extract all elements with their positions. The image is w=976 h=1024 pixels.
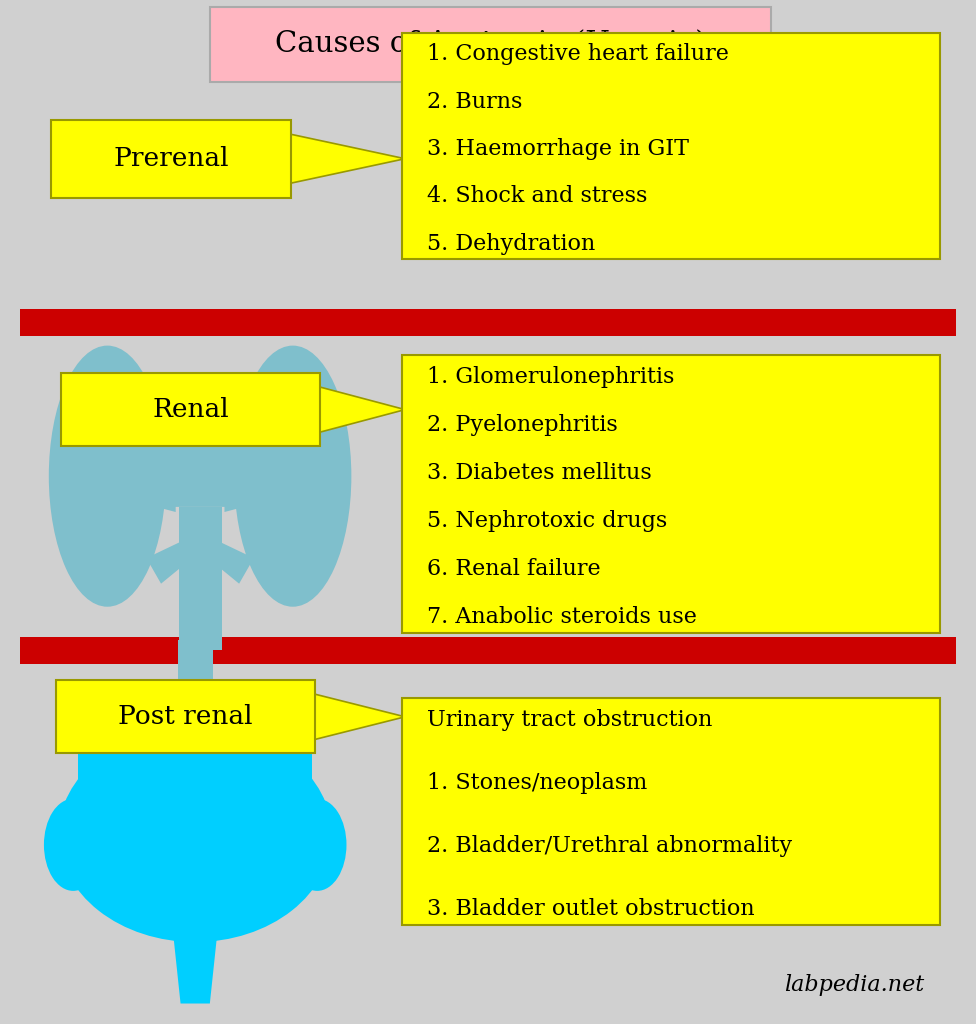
Text: Renal: Renal [152,397,228,422]
Text: 1. Glomerulonephritis: 1. Glomerulonephritis [427,366,673,388]
Polygon shape [317,386,405,433]
Ellipse shape [234,345,351,606]
Polygon shape [224,466,283,512]
Bar [178,640,213,722]
Bar [181,573,220,650]
Ellipse shape [44,799,102,891]
Text: 2. Bladder/Urethral abnormality: 2. Bladder/Urethral abnormality [427,836,792,857]
Text: 5. Dehydration: 5. Dehydration [427,232,594,255]
Polygon shape [312,693,405,740]
FancyBboxPatch shape [61,374,320,446]
Text: Post renal: Post renal [118,705,253,729]
Bar [179,507,222,650]
Text: 4. Shock and stress: 4. Shock and stress [427,185,647,207]
Polygon shape [117,466,176,512]
Ellipse shape [288,799,346,891]
Text: 6. Renal failure: 6. Renal failure [427,558,600,581]
Polygon shape [288,134,405,184]
Text: 7. Anabolic steroids use: 7. Anabolic steroids use [427,606,697,629]
Ellipse shape [59,727,332,942]
FancyBboxPatch shape [51,120,291,198]
FancyBboxPatch shape [402,698,940,925]
Text: Causes of Azotemia (Uremia): Causes of Azotemia (Uremia) [274,31,707,58]
Text: 2. Burns: 2. Burns [427,91,522,113]
Polygon shape [200,532,254,584]
Text: Urinary tract obstruction: Urinary tract obstruction [427,709,712,731]
Text: 3. Haemorrhage in GIT: 3. Haemorrhage in GIT [427,138,688,160]
Text: Prerenal: Prerenal [113,146,228,171]
Polygon shape [146,532,200,584]
Ellipse shape [49,345,166,606]
FancyBboxPatch shape [56,681,315,754]
FancyBboxPatch shape [402,355,940,633]
FancyBboxPatch shape [210,7,771,82]
Bar [20,637,956,664]
Text: 3. Bladder outlet obstruction: 3. Bladder outlet obstruction [427,898,754,921]
Text: 1. Stones/neoplasm: 1. Stones/neoplasm [427,772,647,794]
FancyBboxPatch shape [402,33,940,259]
Text: 1. Congestive heart failure: 1. Congestive heart failure [427,43,728,66]
Text: 5. Nephrotoxic drugs: 5. Nephrotoxic drugs [427,510,667,532]
Bar [20,309,956,336]
Text: 2. Pyelonephritis: 2. Pyelonephritis [427,414,617,436]
Text: 3. Diabetes mellitus: 3. Diabetes mellitus [427,462,651,484]
Text: labpedia.net: labpedia.net [784,974,924,996]
Bar [78,753,312,835]
Polygon shape [174,939,217,1004]
Polygon shape [107,435,293,507]
